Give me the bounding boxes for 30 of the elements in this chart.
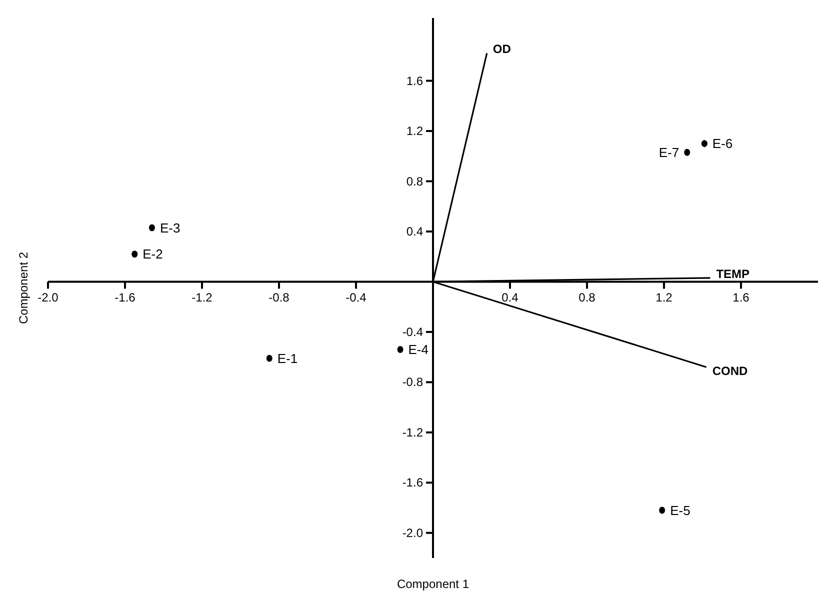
- y-tick-label: -2.0: [402, 526, 424, 540]
- x-tick-label: 0.4: [502, 290, 519, 305]
- y-tick-label: -1.2: [402, 425, 424, 440]
- x-axis-title: Component 1: [396, 577, 470, 591]
- x-tick-label: 1.2: [656, 290, 673, 305]
- annotation: E-4: [408, 342, 429, 358]
- annotation: E-1: [277, 350, 298, 366]
- x-tick-label: 1.6: [732, 290, 750, 305]
- annotation: E-6: [712, 136, 733, 152]
- series-label: COND: [712, 364, 748, 378]
- x-tick-label: -0.8: [268, 290, 290, 305]
- y-tick-label: -0.4: [402, 324, 424, 339]
- annotation: E-7: [658, 144, 680, 160]
- series-label: OD: [492, 42, 512, 56]
- annotation: E-3: [160, 220, 180, 236]
- y-axis-title: Component 2: [16, 252, 30, 324]
- x-tick-label: 0.8: [578, 290, 596, 305]
- x-tick-label: -1.6: [114, 290, 136, 305]
- y-tick-label: 1.6: [406, 74, 424, 88]
- annotation: E-2: [142, 246, 163, 262]
- y-tick-label: 0.4: [406, 224, 424, 238]
- series-label: TEMP: [716, 266, 750, 281]
- y-tick-label: -1.6: [402, 476, 424, 490]
- y-tick-label: 1.2: [406, 124, 424, 138]
- x-tick-label: -2.0: [38, 290, 59, 305]
- y-tick-label: 0.8: [406, 174, 424, 188]
- annotation: E-5: [670, 502, 690, 518]
- y-tick-label: -0.8: [402, 375, 424, 390]
- x-tick-label: -0.4: [346, 290, 367, 305]
- x-tick-label: -1.2: [192, 290, 213, 305]
